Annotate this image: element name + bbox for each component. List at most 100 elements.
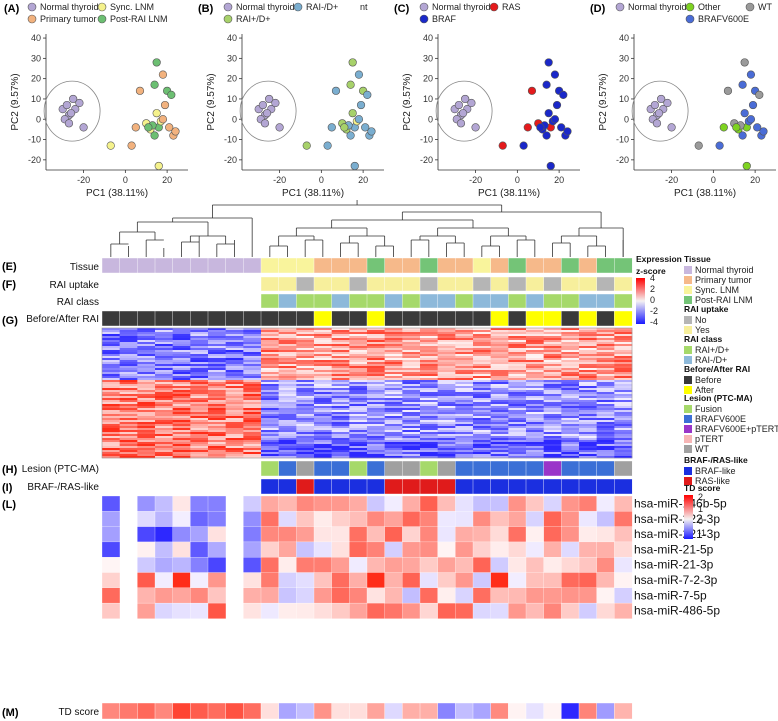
heat-cell <box>367 382 385 385</box>
heat-cell <box>508 348 527 351</box>
heat-cell <box>437 432 456 435</box>
heat-cell <box>208 370 226 373</box>
heat-cell <box>331 408 350 411</box>
heat-cell <box>331 366 350 369</box>
heat-cell <box>579 416 597 419</box>
heat-cell <box>579 366 597 369</box>
mirna-cell <box>578 495 598 512</box>
legend-swatch-A-2 <box>27 14 37 24</box>
heat-cell <box>278 362 297 365</box>
heat-cell <box>208 362 226 365</box>
td-legend-title: TD score <box>684 483 721 493</box>
mirna-cell <box>508 572 527 589</box>
heat-cell <box>402 430 421 433</box>
legend-text-D-0: Normal thyroid <box>628 2 687 12</box>
heat-cell <box>155 330 173 333</box>
heat-cell <box>208 384 226 387</box>
mirna-cell <box>296 602 315 619</box>
heat-cell <box>561 400 580 403</box>
heat-cell <box>367 448 385 451</box>
track-cell <box>543 478 562 495</box>
heat-cell <box>243 368 262 371</box>
heat-cell <box>561 424 580 427</box>
heat-cell <box>119 416 138 419</box>
td-score-cell <box>225 702 244 720</box>
heat-cell <box>455 456 474 459</box>
heat-cell <box>137 434 156 437</box>
heat-cell <box>420 374 438 377</box>
heat-cell <box>437 420 456 423</box>
heat-cell <box>261 334 279 337</box>
heat-cell <box>296 424 315 427</box>
heat-cell <box>137 394 156 397</box>
heat-cell <box>420 394 438 397</box>
heat-cell <box>561 396 580 399</box>
track-cell <box>313 276 333 292</box>
mirna-cell <box>154 526 174 543</box>
heat-cell <box>102 456 120 459</box>
heat-cell <box>225 398 244 401</box>
heat-cell <box>349 430 368 433</box>
heat-cell <box>561 372 580 375</box>
heat-cell <box>596 432 615 435</box>
heat-cell <box>225 380 244 383</box>
mirna-cell <box>437 572 456 589</box>
heat-cell <box>614 398 633 401</box>
heat-cell <box>490 420 509 423</box>
heat-cell <box>420 440 438 443</box>
heat-cell <box>137 354 156 357</box>
heat-cell <box>208 446 226 449</box>
heat-cell <box>420 450 438 453</box>
heat-cell <box>526 342 544 345</box>
track-cell <box>596 276 615 292</box>
heat-cell <box>596 372 615 375</box>
heat-cell <box>190 406 209 409</box>
mirna-cell <box>260 541 280 558</box>
x-axis-title: PC1 (38.11%) <box>478 188 540 199</box>
heat-cell <box>490 424 509 427</box>
heat-cell <box>278 430 297 433</box>
heat-cell <box>614 448 633 451</box>
heat-cell <box>331 430 350 433</box>
heat-cell <box>155 432 173 435</box>
mirna-cell <box>349 511 368 528</box>
heat-cell <box>296 450 315 453</box>
heat-cell <box>278 394 297 397</box>
heat-cell <box>490 342 509 345</box>
heat-cell <box>367 394 385 397</box>
heat-cell <box>225 330 244 333</box>
heat-cell <box>596 442 615 445</box>
heat-cell <box>402 404 421 407</box>
heat-cell <box>314 392 332 395</box>
heat-cell <box>455 414 474 417</box>
heat-cell <box>278 418 297 421</box>
heat-cell <box>473 356 491 359</box>
expression-legend-subtitle: z-score <box>636 266 666 276</box>
heat-cell <box>384 398 403 401</box>
heat-cell <box>331 346 350 349</box>
heat-cell <box>526 328 544 331</box>
heat-cell <box>490 356 509 359</box>
heat-cell <box>225 452 244 455</box>
track-cell <box>472 293 492 309</box>
mirna-cell <box>313 572 333 589</box>
heat-cell <box>473 414 491 417</box>
heat-cell <box>508 446 527 449</box>
track-cell <box>561 293 580 309</box>
heat-cell <box>278 434 297 437</box>
mirna-cell <box>154 511 174 528</box>
heat-cell <box>137 440 156 443</box>
mirna-cell <box>172 587 191 604</box>
legend-text-D-2: WT <box>758 2 772 12</box>
heat-cell <box>543 342 562 345</box>
heat-cell <box>490 390 509 393</box>
heat-cell <box>349 448 368 451</box>
heat-cell <box>243 420 262 423</box>
heat-cell <box>331 402 350 405</box>
heat-cell <box>490 398 509 401</box>
heat-cell <box>331 334 350 337</box>
heat-cell <box>402 432 421 435</box>
heat-cell <box>384 422 403 425</box>
heat-cell <box>119 456 138 459</box>
heat-cell <box>102 454 120 457</box>
